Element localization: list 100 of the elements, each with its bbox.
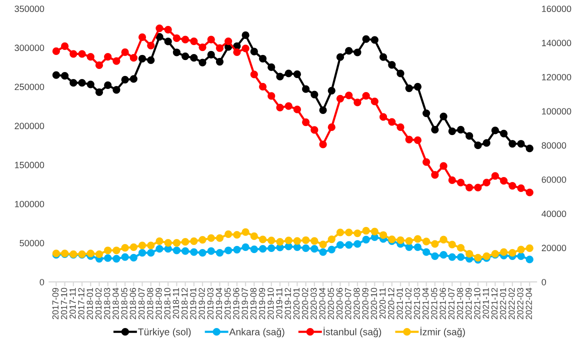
y-tick-label: 350000 — [14, 6, 44, 12]
point — [448, 240, 456, 248]
point — [78, 50, 86, 58]
x-tick-label: 2020-05 — [328, 288, 334, 320]
y2-tick-label: 140000 — [542, 40, 572, 46]
point — [181, 247, 190, 255]
point — [156, 245, 164, 253]
point — [147, 248, 155, 257]
point — [440, 236, 448, 244]
point — [250, 232, 258, 240]
point — [216, 248, 224, 257]
y-tick-label: 100000 — [15, 200, 44, 208]
point — [121, 76, 129, 84]
point — [345, 92, 353, 100]
point — [130, 75, 138, 83]
point — [354, 98, 362, 106]
point — [233, 231, 241, 239]
y-tick-label: 300000 — [14, 44, 44, 52]
x-tick-label: 2019-04 — [216, 288, 222, 320]
point — [302, 244, 310, 252]
point — [121, 244, 129, 252]
point — [405, 243, 413, 251]
x-tick-label: 2017-12 — [78, 288, 84, 320]
point — [138, 33, 146, 41]
point — [268, 63, 276, 72]
point — [95, 61, 104, 70]
point — [328, 235, 336, 244]
x-tick-label: 2019-06 — [233, 288, 240, 320]
point — [526, 188, 534, 196]
x-tick-label: 2021-08 — [456, 288, 464, 320]
point — [345, 228, 353, 236]
point — [414, 243, 422, 251]
point — [164, 38, 172, 46]
point — [112, 86, 120, 94]
point — [242, 243, 250, 251]
point — [396, 70, 404, 78]
x-tick-label: 2018-03 — [104, 288, 110, 320]
point — [60, 72, 69, 80]
point — [250, 48, 258, 56]
point — [52, 71, 60, 79]
y-tick-label: 250000 — [14, 84, 44, 90]
point — [422, 109, 430, 118]
x-tick-label: 2019-08 — [250, 288, 257, 320]
x-tick-label: 2020-09 — [362, 288, 368, 320]
point — [216, 44, 224, 52]
x-tick-label: 2020-12 — [388, 288, 394, 320]
point — [526, 144, 534, 152]
point — [431, 240, 439, 248]
x-tick-label: 2021-03 — [414, 288, 420, 320]
y2-tick-label: 100000 — [542, 108, 572, 115]
point — [508, 248, 516, 257]
point — [104, 53, 112, 61]
point — [95, 88, 104, 96]
x-tick-label: 2021-07 — [448, 288, 454, 320]
point — [336, 53, 344, 61]
point — [172, 48, 181, 56]
x-tick-label: 2018-06 — [130, 288, 136, 320]
point — [500, 130, 508, 138]
point — [405, 237, 413, 245]
point — [164, 239, 172, 247]
point — [517, 140, 525, 148]
point — [370, 36, 378, 44]
point — [190, 54, 198, 62]
point — [396, 123, 404, 132]
point — [293, 243, 302, 251]
point — [242, 31, 250, 40]
point — [431, 171, 439, 179]
point — [302, 236, 310, 244]
point — [164, 26, 172, 34]
point — [242, 228, 250, 236]
point — [258, 245, 267, 253]
x-tick-label: 2018-08 — [147, 288, 154, 320]
x-tick-label: 2020-06 — [336, 288, 343, 320]
point — [362, 236, 370, 244]
point — [448, 253, 456, 261]
x-tick-label: 2019-05 — [224, 288, 231, 320]
point — [414, 136, 422, 144]
point — [78, 79, 86, 87]
point — [198, 58, 206, 66]
point — [112, 254, 120, 263]
point — [466, 184, 474, 192]
y2-tick-label: 120000 — [542, 74, 572, 80]
point — [405, 136, 413, 144]
point — [440, 112, 448, 120]
point — [181, 238, 190, 246]
point — [422, 238, 430, 246]
x-tick-label: 2018-12 — [181, 288, 188, 320]
point — [448, 176, 456, 184]
point — [482, 139, 490, 147]
point — [130, 243, 138, 251]
x-tick-label: 2022-02 — [508, 288, 515, 320]
point — [422, 248, 430, 256]
point — [517, 252, 525, 260]
point — [156, 32, 164, 41]
point — [456, 178, 465, 186]
point — [431, 126, 439, 134]
x-tick-label: 2018-01 — [86, 288, 93, 320]
point — [370, 98, 378, 106]
point — [362, 226, 370, 235]
point — [190, 248, 198, 256]
